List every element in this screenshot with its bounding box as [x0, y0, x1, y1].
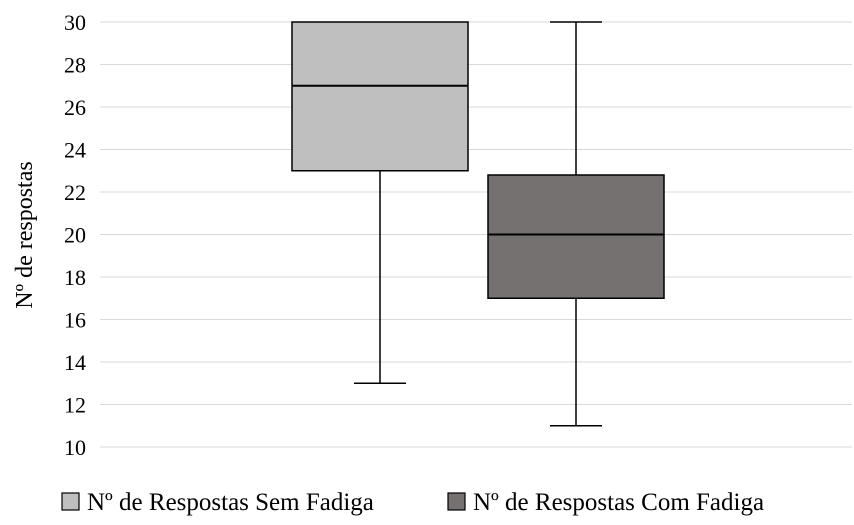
legend-label: Nº de Respostas Com Fadiga: [473, 489, 764, 516]
y-tick-label: 18: [64, 265, 86, 290]
y-tick-label: 12: [64, 393, 86, 418]
legend-label: Nº de Respostas Sem Fadiga: [87, 489, 374, 516]
legend-swatch: [61, 492, 80, 511]
legend: Nº de Respostas Sem Fadiga Nº de Resposta…: [61, 489, 764, 516]
boxes: [291, 21, 665, 427]
box-series-2: [487, 21, 665, 427]
y-tick-label: 22: [64, 180, 86, 205]
legend-item-1: Nº de Respostas Sem Fadiga: [61, 489, 374, 516]
y-tick-label: 20: [64, 223, 86, 248]
y-tick-label: 10: [64, 435, 86, 460]
iqr-box: [487, 174, 665, 299]
y-tick-label: 30: [64, 10, 86, 35]
gridlines: [100, 21, 852, 448]
y-tick-label: 16: [64, 308, 86, 333]
legend-swatch: [447, 492, 466, 511]
box-series-1: [291, 21, 469, 384]
y-tick-label: 26: [64, 95, 86, 120]
y-tick-label: 24: [64, 138, 86, 163]
y-tick-label: 14: [64, 350, 86, 375]
y-tick-label: 28: [64, 53, 86, 78]
y-axis-label: Nº de respostas: [12, 161, 38, 308]
legend-item-2: Nº de Respostas Com Fadiga: [447, 489, 764, 516]
y-axis-ticks: 10 12 14 16 18 20 22 24 26 28 30: [64, 10, 86, 460]
iqr-box: [291, 21, 469, 172]
